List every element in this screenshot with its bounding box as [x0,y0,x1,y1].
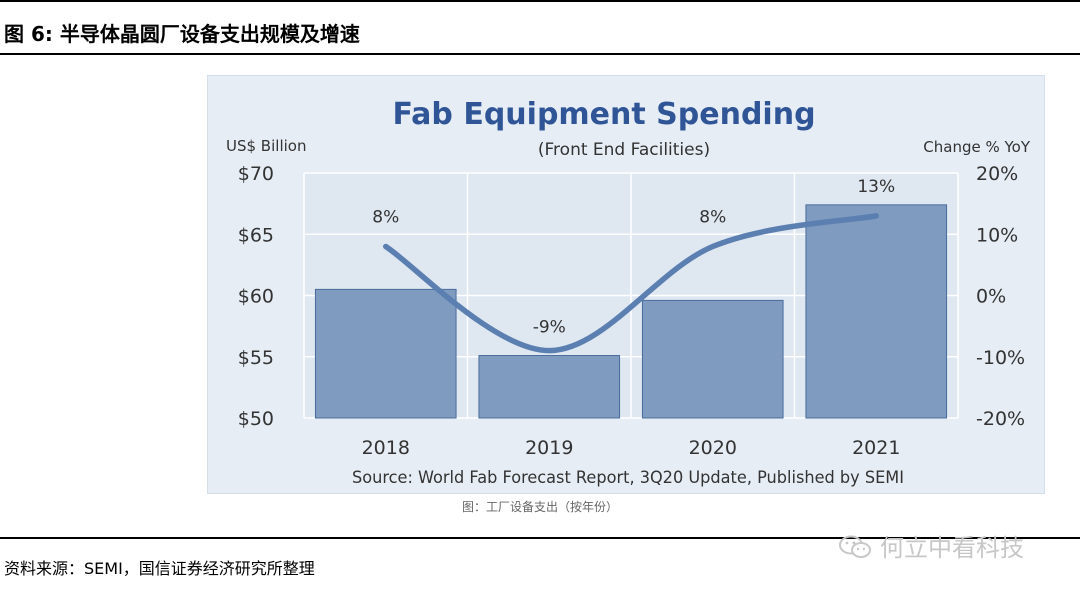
y-left-tick: $55 [238,347,274,369]
yoy-label-2021: 13% [857,177,895,197]
y-right-label: Change % YoY [923,138,1031,156]
bar-2021 [805,204,948,419]
watermark: 何立中看科技 [838,528,1024,563]
figure-caption: 图：工厂设备支出（按年份） [461,500,618,514]
bar-2018 [314,288,457,419]
bar-2019 [478,355,621,419]
bottom-rule [0,537,1080,539]
source-note: 资料来源：SEMI，国信证券经济研究所整理 [4,559,315,578]
chart-title: Fab Equipment Spending [392,97,815,132]
y-right-tick: -20% [976,408,1025,430]
wechat-icon [839,535,871,558]
y-left-tick: $65 [238,224,274,246]
y-right-tick: -10% [976,347,1025,369]
yoy-label-2018: 8% [372,208,399,228]
x-tick-2019: 2019 [525,437,573,459]
y-right-tick: 20% [976,163,1018,185]
top-rule [0,0,1080,2]
chart-panel: 8% -9% 8% 13% Fab Equipment Spending (Front E… [207,75,1045,494]
y-left-tick: $70 [238,163,274,185]
bar-2020 [641,299,784,419]
x-tick-2021: 2021 [852,437,900,459]
y-right-tick: 10% [976,224,1018,246]
y-left-label: US$ Billion [226,137,306,155]
y-left-tick: $50 [238,408,274,430]
x-tick-2020: 2020 [689,437,737,459]
yoy-line [383,213,879,354]
x-tick-2018: 2018 [362,437,410,459]
y-left-tick: $60 [238,286,274,308]
watermark-text: 何立中看科技 [880,534,1024,562]
figure-title: 图 6: 半导体晶圆厂设备支出规模及增速 [4,22,360,46]
yoy-label-2020: 8% [699,208,726,228]
yoy-label-2019: -9% [533,318,566,338]
chart-subtitle: (Front End Facilities) [538,140,710,160]
chart-source: Source: World Fab Forecast Report, 3Q20 … [352,468,904,488]
chart: 8% -9% 8% 13% Fab Equipment Spending (Front E… [226,97,1031,488]
title-rule [0,53,1080,55]
y-right-tick: 0% [976,286,1006,308]
